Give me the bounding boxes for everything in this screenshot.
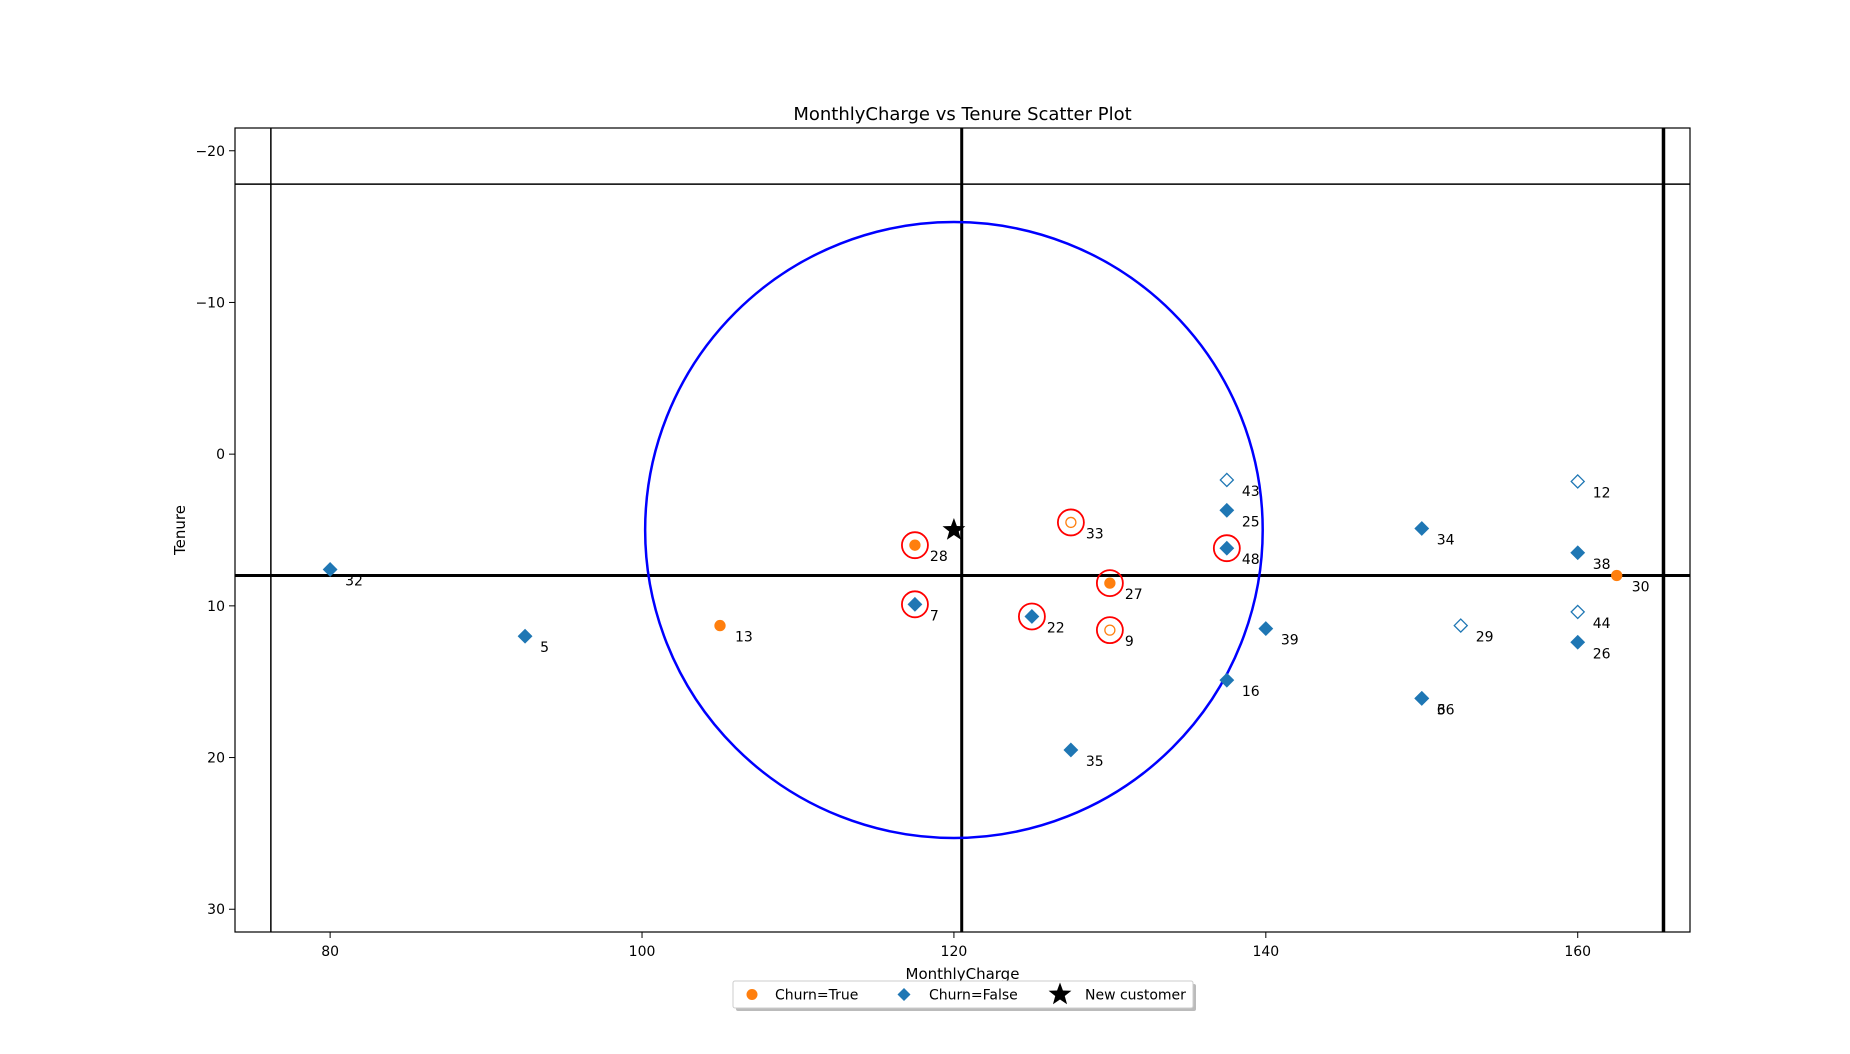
- x-tick-label: 80: [321, 944, 339, 960]
- point-churn-false-39: [1258, 621, 1274, 637]
- legend-marker-new-customer: [1048, 982, 1072, 1005]
- legend-marker-churn-true: [746, 989, 758, 1000]
- point-label-34: 34: [1437, 532, 1455, 548]
- y-tick-label: 20: [207, 751, 225, 767]
- radius-circle-layer: [643, 220, 1264, 840]
- point-churn-false-26: [1570, 634, 1586, 650]
- neighbor-ring-33: [1056, 508, 1085, 537]
- neighbor-ring-27: [1095, 569, 1124, 597]
- legend-label-churn-true: Churn=True: [775, 988, 858, 1004]
- point-label-25: 25: [1242, 514, 1260, 530]
- y-tick-label: −20: [195, 144, 225, 160]
- point-churn-true-30: [1611, 569, 1623, 582]
- point-churn-true-27: [1104, 577, 1116, 589]
- radius-circle: [643, 220, 1264, 840]
- point-churn-false-22: [1024, 609, 1040, 624]
- neighbor-ring-28: [901, 531, 929, 560]
- legend-marker-churn-false: [897, 988, 911, 1001]
- chart-title: MonthlyCharge vs Tenure Scatter Plot: [793, 104, 1131, 125]
- point-label-5: 5: [540, 640, 549, 656]
- data-points: [322, 472, 1623, 758]
- x-tick-label: 160: [1564, 944, 1591, 960]
- y-axis-title: Tenure: [171, 505, 189, 556]
- point-churn-false-32: [322, 562, 338, 577]
- legend-label-churn-false: Churn=False: [929, 988, 1018, 1004]
- point-label-28: 28: [930, 549, 948, 565]
- y-tick-label: 30: [207, 902, 225, 918]
- y-tick-label: −10: [195, 295, 225, 311]
- point-churn-false-44: [1570, 604, 1586, 620]
- legend: Churn=True Churn=False New customer: [732, 980, 1196, 1011]
- point-churn-false-34: [1414, 521, 1430, 536]
- point-churn-false-7: [907, 596, 923, 612]
- new-customer-star: [942, 518, 966, 540]
- point-churn-true-13: [714, 619, 726, 632]
- point-label-48: 48: [1242, 552, 1260, 568]
- point-label-44: 44: [1593, 616, 1611, 632]
- point-churn-false-35: [1063, 742, 1079, 758]
- point-churn-true-28: [909, 539, 921, 551]
- neighbor-ring-22: [1017, 602, 1046, 631]
- x-tick-label: 120: [941, 944, 968, 960]
- point-churn-false-25: [1219, 502, 1235, 518]
- point-label-32: 32: [345, 573, 363, 589]
- point-churn-false-48: [1219, 540, 1235, 556]
- point-label-27: 27: [1125, 587, 1143, 603]
- point-churn-false-36: [1414, 690, 1430, 706]
- point-label-29: 29: [1476, 630, 1494, 646]
- point-label-36: 36: [1437, 702, 1455, 718]
- y-axis-ticks: −20 −10 0 10 20 30: [195, 144, 235, 918]
- point-churn-false-43: [1219, 472, 1235, 488]
- legend-box: [732, 980, 1194, 1009]
- point-label-13: 13: [735, 630, 753, 646]
- point-churn-false-12: [1570, 474, 1586, 489]
- point-churn-false-16: [1219, 672, 1235, 688]
- point-label-22: 22: [1047, 620, 1065, 636]
- point-label-26: 26: [1593, 646, 1611, 662]
- point-churn-true-9: [1104, 624, 1116, 636]
- new-customer-layer: [942, 518, 966, 540]
- x-axis-title: MonthlyCharge: [906, 965, 1020, 983]
- neighbor-ring-48: [1212, 534, 1241, 563]
- y-tick-label: 0: [216, 447, 225, 463]
- point-label-33: 33: [1086, 526, 1104, 542]
- point-churn-false-29: [1453, 618, 1469, 633]
- point-label-35: 35: [1086, 754, 1104, 770]
- point-label-7: 7: [930, 608, 939, 624]
- point-label-43: 43: [1242, 484, 1260, 500]
- point-label-16: 16: [1242, 684, 1260, 700]
- legend-label-new-customer: New customer: [1085, 988, 1186, 1004]
- y-tick-label: 10: [207, 599, 225, 615]
- x-tick-label: 140: [1252, 944, 1279, 960]
- x-axis-ticks: 80 100 120 140 160: [321, 932, 1591, 960]
- neighbor-ring-7: [901, 590, 929, 619]
- axes-frame: [234, 127, 1691, 933]
- neighbor-ring-9: [1095, 616, 1124, 645]
- point-label-12: 12: [1593, 485, 1611, 501]
- neighbor-rings: [901, 508, 1241, 645]
- point-label-38: 38: [1593, 557, 1611, 573]
- point-labels: 32 5 13 28 7 22 33 35 27 9 43 25 48 16 39 34 636 29 12 38 44…: [345, 484, 1649, 770]
- point-label-6: 6: [1437, 702, 1446, 718]
- point-label-9: 9: [1125, 634, 1134, 650]
- point-label-30: 30: [1632, 580, 1650, 596]
- point-label-39: 39: [1281, 633, 1299, 649]
- x-tick-label: 100: [629, 944, 656, 960]
- point-churn-false-5: [517, 628, 533, 644]
- point-churn-true-33: [1065, 516, 1077, 529]
- reference-lines: [235, 128, 1690, 932]
- point-churn-false-38: [1570, 545, 1586, 561]
